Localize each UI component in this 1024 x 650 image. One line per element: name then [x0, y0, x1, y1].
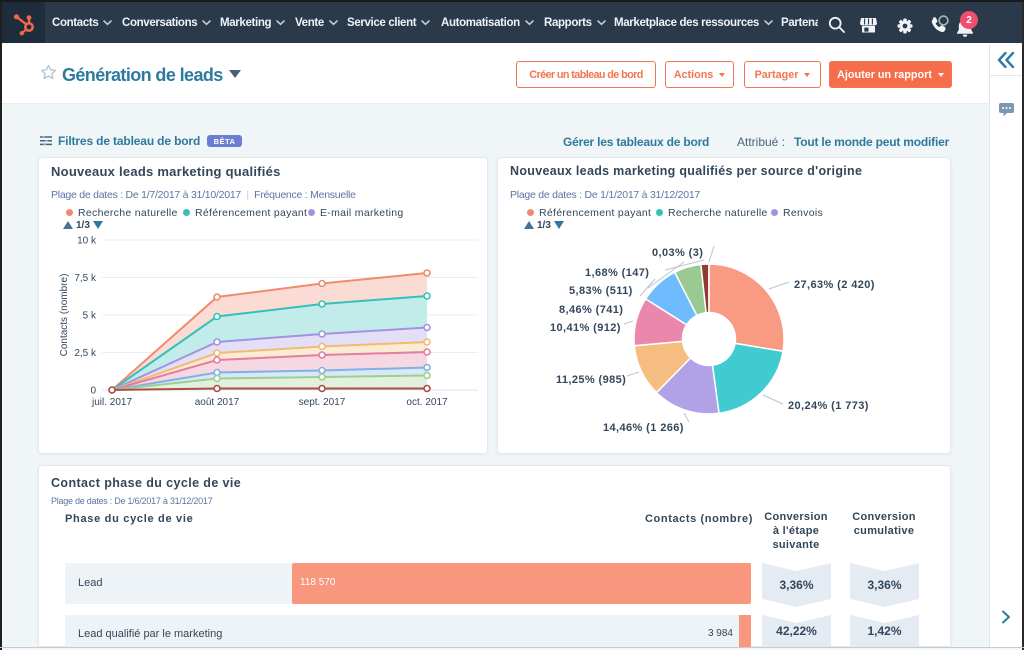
svg-text:sept. 2017: sept. 2017 [299, 397, 346, 408]
svg-text:juil. 2017: juil. 2017 [91, 397, 132, 408]
svg-text:5,83% (511): 5,83% (511) [569, 285, 633, 297]
svg-text:8,46% (741): 8,46% (741) [559, 304, 623, 316]
svg-text:27,63% (2 420): 27,63% (2 420) [794, 279, 875, 291]
svg-text:Contacts (nombre): Contacts (nombre) [59, 274, 70, 357]
svg-text:10,41% (912): 10,41% (912) [550, 322, 621, 334]
svg-text:0,03% (3): 0,03% (3) [652, 247, 703, 259]
svg-text:20,24% (1 773): 20,24% (1 773) [788, 400, 869, 412]
svg-text:août 2017: août 2017 [195, 397, 240, 408]
svg-text:10 k: 10 k [77, 236, 97, 247]
svg-text:5 k: 5 k [83, 311, 97, 322]
svg-text:7,5 k: 7,5 k [74, 273, 97, 284]
svg-text:14,46% (1 266): 14,46% (1 266) [603, 422, 684, 434]
svg-text:oct. 2017: oct. 2017 [406, 397, 448, 408]
svg-text:1,68% (147): 1,68% (147) [585, 267, 649, 279]
svg-text:0: 0 [90, 386, 96, 397]
svg-text:11,25% (985): 11,25% (985) [556, 374, 626, 386]
svg-text:2,5 k: 2,5 k [74, 348, 97, 359]
